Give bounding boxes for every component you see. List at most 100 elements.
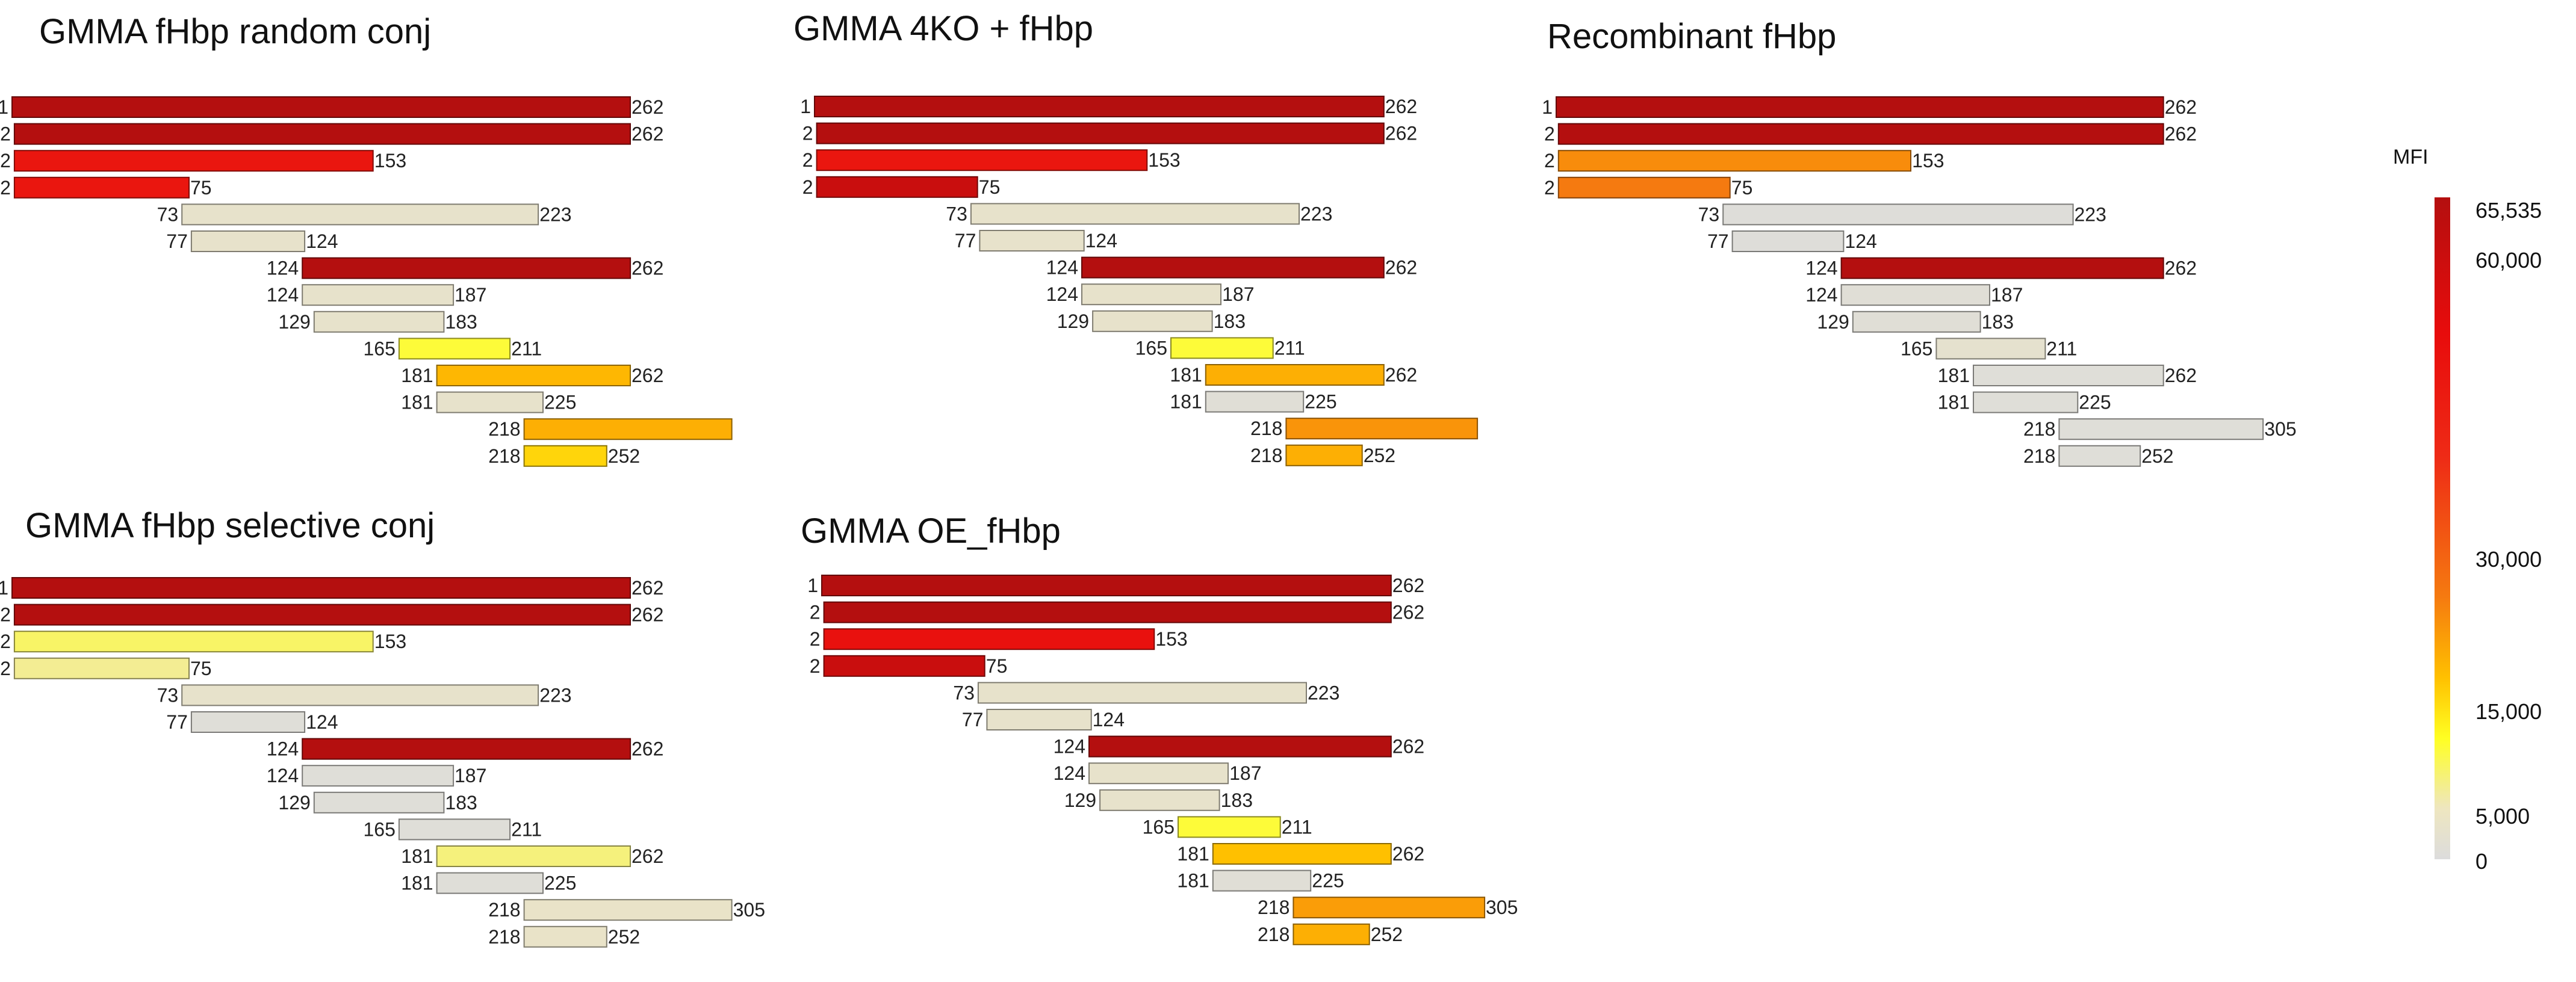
bar-end-label: 262	[1385, 123, 1417, 144]
bar-end-label: 211	[1274, 337, 1305, 359]
bar	[986, 709, 1092, 730]
bar	[1170, 337, 1274, 359]
colorbar-tick-label: 0	[2475, 849, 2488, 874]
bar-start-label: 181	[401, 872, 433, 894]
bar	[190, 230, 306, 252]
panel-3: Recombinant fHbp 262 262 153 75 223 124 262 187 1…	[1542, 17, 2297, 467]
bar-end-label: 252	[608, 926, 640, 948]
colorbar-title: MFI	[2393, 146, 2429, 168]
bar-end-label: 262	[2165, 123, 2197, 145]
bar-end-label: 262	[1385, 257, 1417, 279]
bar	[1852, 310, 1981, 333]
bar	[302, 257, 632, 279]
bar	[1081, 256, 1385, 279]
bar	[13, 176, 190, 199]
bar-start-label: 2	[810, 655, 821, 677]
bar-start-label: 181	[1170, 364, 1202, 386]
bar	[1088, 735, 1392, 758]
bar-start-label: 181	[1177, 870, 1209, 892]
panel-title: GMMA OE_fHbp	[801, 511, 1061, 551]
panel-title: GMMA fHbp random conj	[39, 12, 431, 51]
bar	[398, 338, 511, 360]
bar-end-label: 187	[1991, 284, 2023, 306]
bar-start-label: 129	[1057, 310, 1089, 332]
bar	[313, 310, 445, 333]
bar	[979, 230, 1085, 252]
bar-start-label: 165	[364, 818, 396, 840]
bar-start-label: 165	[1901, 338, 1932, 359]
bar-start-label: 218	[1250, 418, 1282, 439]
bar-start-label: 2	[0, 150, 11, 171]
bar-start-label: 181	[401, 845, 433, 867]
bar-start-label: 1	[807, 575, 818, 596]
bar	[977, 682, 1307, 704]
bar-end-label: 223	[539, 684, 571, 706]
bar	[823, 601, 1392, 623]
bar	[181, 684, 539, 706]
bar	[11, 96, 631, 118]
bar	[1731, 230, 1845, 252]
bar-end-label: 262	[632, 604, 663, 626]
bar-end-label: 252	[2141, 445, 2173, 467]
bar-end-label: 225	[2079, 392, 2111, 413]
bar	[823, 628, 1155, 650]
bar	[1293, 897, 1486, 919]
bars: 262 262 153 75 223 124 262 187 183 211 262 225 252	[11, 96, 733, 467]
bar-end-label: 183	[1214, 310, 1246, 332]
bar-end-label: 75	[1731, 177, 1753, 199]
bar-end-label: 124	[1085, 230, 1117, 252]
bar-start-label: 218	[488, 445, 520, 467]
bar-end-label: 252	[1371, 924, 1403, 945]
bar-start-label: 2	[0, 658, 11, 679]
bar	[523, 899, 733, 921]
bar	[1556, 96, 2164, 118]
bar-end-label: 153	[374, 631, 406, 652]
bar-start-label: 73	[946, 203, 967, 224]
bar-end-label: 262	[1392, 843, 1424, 865]
bar	[816, 122, 1385, 144]
bar-end-label: 262	[1385, 96, 1417, 117]
bar-end-label: 223	[1300, 203, 1332, 224]
bar	[823, 655, 985, 677]
bar-start-label: 181	[401, 365, 433, 386]
bar-end-label: 187	[1222, 283, 1254, 305]
bar-end-label: 124	[306, 711, 338, 733]
bar	[1973, 365, 2164, 386]
bar-start-label: 2	[810, 628, 821, 650]
bars: 262 262 153 75 223 124 262 187 183 211 262 225 305 25…	[1556, 96, 2297, 467]
bar-start-label: 218	[488, 926, 520, 948]
bar-end-label: 75	[190, 177, 212, 199]
bar	[1212, 869, 1312, 892]
bar-end-label: 262	[632, 845, 663, 867]
bar	[302, 284, 455, 306]
bar-end-label: 153	[1148, 149, 1180, 171]
bar-end-label: 225	[1305, 391, 1336, 413]
bar-start-label: 2	[810, 602, 821, 623]
bar-start-label: 2	[802, 123, 813, 144]
bar-start-label: 2	[1544, 150, 1555, 171]
bar-end-label: 223	[539, 203, 571, 225]
bar-end-label: 223	[2075, 203, 2106, 225]
bar	[13, 631, 374, 653]
bar-end-label: 252	[1364, 445, 1395, 466]
bar-end-label: 262	[632, 577, 663, 599]
bar-end-label: 305	[1486, 897, 1518, 918]
colorbar-tick-label: 60,000	[2475, 248, 2542, 273]
bar-end-label: 187	[1229, 762, 1261, 784]
bar-end-label: 252	[608, 445, 640, 467]
bar	[302, 765, 455, 787]
bar-start-label: 181	[401, 392, 433, 413]
bar-end-label: 75	[190, 658, 212, 679]
bar-start-label: 124	[1054, 736, 1085, 758]
bar-start-label: 124	[267, 765, 299, 786]
bar-start-label: 77	[962, 709, 984, 730]
bar-end-label: 223	[1308, 682, 1339, 703]
bar-end-label: 187	[455, 284, 486, 306]
bar-end-label: 305	[2264, 418, 2296, 440]
bar	[1840, 257, 2164, 279]
bar-start-label: 129	[278, 311, 310, 333]
bar-end-label: 225	[544, 392, 576, 413]
bar-start-label: 77	[166, 230, 188, 252]
panel-4: GMMA fHbp selective conj2622621537522312…	[0, 506, 765, 948]
bar	[190, 711, 306, 733]
